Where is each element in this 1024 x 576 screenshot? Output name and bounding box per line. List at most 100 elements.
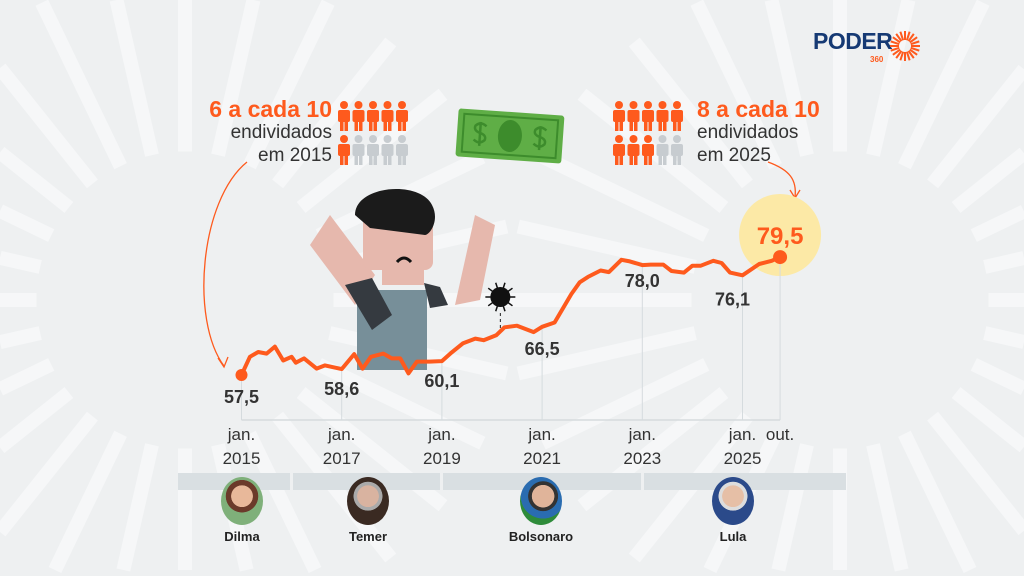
- sunburst-ray: [539, 358, 710, 450]
- person-icon: [396, 101, 408, 131]
- sunburst-ray: [951, 387, 1024, 453]
- arrow-2015: [203, 161, 248, 367]
- callout-2015: 6 a cada 10 endividados em 2015: [190, 98, 332, 167]
- sunburst-ray: [927, 411, 1024, 536]
- start-dot: [235, 369, 248, 381]
- avatar: [712, 477, 754, 525]
- sunburst-ray: [0, 204, 55, 242]
- logo-sub: 360: [870, 55, 884, 64]
- sunburst-ray: [48, 430, 127, 574]
- end-dot: [773, 250, 788, 265]
- sunburst-ray: [866, 0, 916, 157]
- sunburst-ray: [516, 326, 697, 381]
- callout-headline: 8 a cada 10: [697, 96, 820, 122]
- sunburst-ray: [109, 0, 159, 157]
- sunburst-ray: [898, 0, 990, 170]
- president-name: Lula: [719, 529, 747, 544]
- sunburst-ray: [970, 205, 1024, 242]
- avatar: [520, 477, 562, 525]
- money-bill-icon: [455, 108, 565, 164]
- person-icon: [627, 101, 640, 131]
- avatar: [221, 477, 263, 525]
- sunburst-ray: [983, 326, 1024, 349]
- person-icon: [656, 101, 669, 131]
- avatar: [347, 477, 389, 525]
- person-icon: [642, 101, 654, 131]
- value-label: 66,5: [525, 339, 560, 359]
- person-icon: [381, 135, 394, 165]
- sunburst-ray: [116, 443, 159, 572]
- callout-line2: em 2015: [258, 145, 332, 166]
- sunburst-ray: [35, 0, 127, 170]
- person-icon: [352, 135, 365, 165]
- x-tick-label: out.: [766, 425, 794, 444]
- person-icon: [642, 135, 654, 165]
- x-tick-year: 2021: [523, 449, 561, 468]
- logo-text: PODER: [813, 28, 893, 54]
- virus-icon: [485, 282, 516, 312]
- sunburst-ray: [0, 250, 42, 274]
- highlight-bubble: [739, 194, 822, 276]
- person-icon: [381, 101, 394, 131]
- x-tick-year: 2025: [724, 449, 762, 468]
- president-dilma: Dilma: [197, 477, 287, 544]
- sunburst-ray: [0, 358, 55, 396]
- callout-2025: 8 a cada 10 endividados em 2025: [697, 98, 857, 167]
- x-tick-year: 2023: [623, 449, 661, 468]
- person-icon: [338, 135, 350, 165]
- sunburst-ray: [866, 443, 909, 572]
- sunburst-ray: [315, 358, 486, 450]
- x-tick-label: jan.: [628, 425, 656, 444]
- sunburst-ray: [0, 146, 74, 213]
- people-icon-group: [613, 101, 683, 165]
- sunburst-ray: [970, 358, 1024, 395]
- president-temer: Temer: [323, 477, 413, 544]
- x-tick-year: 2019: [423, 449, 461, 468]
- callout-headline: 6 a cada 10: [209, 96, 332, 122]
- person-icon: [613, 135, 625, 165]
- sunburst-ray: [211, 0, 261, 157]
- person-icon: [338, 101, 350, 131]
- poder360-logo: PODER 360: [813, 30, 923, 70]
- people-icon-group: [338, 101, 408, 165]
- president-name: Temer: [348, 529, 388, 544]
- president-name: Dilma: [224, 529, 260, 544]
- person-icon: [367, 101, 379, 131]
- sun-logo-icon: [890, 31, 920, 61]
- x-tick-label: jan.: [728, 425, 756, 444]
- person-icon: [671, 135, 683, 165]
- callout-line1: endividados: [230, 122, 332, 143]
- person-icon: [396, 135, 408, 165]
- president-name: Bolsonaro: [508, 529, 574, 544]
- sunburst-ray: [272, 37, 397, 189]
- sunburst-ray: [628, 37, 753, 189]
- sunburst-ray: [243, 430, 322, 574]
- sunburst-ray: [243, 0, 335, 170]
- x-tick-label: jan.: [227, 425, 255, 444]
- sunburst-ray: [927, 64, 1024, 189]
- sad-man-illustration: [310, 188, 495, 370]
- x-tick-year: 2015: [223, 449, 261, 468]
- person-icon: [352, 101, 365, 131]
- sunburst-ray: [951, 147, 1024, 213]
- sunburst-ray: [539, 150, 710, 242]
- person-icon: [671, 101, 683, 131]
- value-label: 76,1: [715, 289, 750, 309]
- callout-line1: endividados: [697, 122, 799, 143]
- person-icon: [613, 101, 625, 131]
- value-label: 79,5: [757, 223, 804, 250]
- sunburst-ray: [764, 0, 814, 157]
- value-label: 57,5: [224, 387, 259, 407]
- value-label: 58,6: [324, 379, 359, 399]
- callout-line2: em 2025: [697, 145, 771, 166]
- x-tick-label: jan.: [427, 425, 455, 444]
- arrow-head: [217, 356, 229, 369]
- sunburst-ray: [983, 251, 1024, 274]
- sunburst-ray: [0, 411, 98, 537]
- arrow-2025: [767, 161, 796, 198]
- sunburst-ray: [898, 430, 977, 574]
- x-tick-year: 2017: [323, 449, 361, 468]
- sunburst-ray: [690, 0, 782, 170]
